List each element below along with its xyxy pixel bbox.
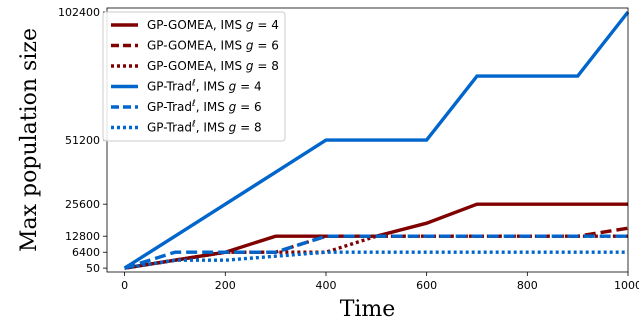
legend-box xyxy=(102,11,286,142)
legend-entry-2: GP-GOMEA, IMS g = 6 xyxy=(147,39,279,53)
y-tick-label: 6400 xyxy=(72,246,100,259)
series-line-2 xyxy=(124,226,629,270)
y-tick-label: 12800 xyxy=(65,230,100,243)
x-axis: 0 200 400 600 800 1000 xyxy=(121,272,639,292)
legend-entry-1: GP-GOMEA, IMS g = 4 xyxy=(147,18,279,32)
legend-entry-6: GP-Tradℓ, IMS g = 8 xyxy=(147,120,262,135)
legend-entry-5: GP-Tradℓ, IMS g = 6 xyxy=(147,99,262,114)
series-line-3 xyxy=(124,234,628,270)
x-axis-title: Time xyxy=(340,297,396,322)
series-line-4 xyxy=(123,10,630,270)
legend-entry-3: GP-GOMEA, IMS g = 8 xyxy=(147,59,279,73)
series-line-6 xyxy=(124,250,628,270)
x-tick-label: 1000 xyxy=(614,279,639,292)
x-tick-label: 600 xyxy=(416,279,437,292)
y-tick-label: 102400 xyxy=(58,6,100,19)
x-tick-label: 800 xyxy=(517,279,538,292)
series-lines xyxy=(123,10,630,270)
y-axis-title: Max population size xyxy=(17,28,42,252)
y-axis: 50 6400 12800 25600 51200 102400 xyxy=(58,6,107,275)
legend-entry-4: GP-Tradℓ, IMS g = 4 xyxy=(147,79,262,94)
series-line-5 xyxy=(124,234,628,270)
y-tick-label: 50 xyxy=(86,262,100,275)
x-tick-label: 0 xyxy=(121,279,128,292)
legend: GP-GOMEA, IMS g = 4 GP-GOMEA, IMS g = 6 GP… xyxy=(102,11,286,142)
x-tick-label: 400 xyxy=(315,279,336,292)
y-tick-label: 25600 xyxy=(65,198,100,211)
y-tick-label: 51200 xyxy=(65,134,100,147)
x-tick-label: 200 xyxy=(215,279,236,292)
